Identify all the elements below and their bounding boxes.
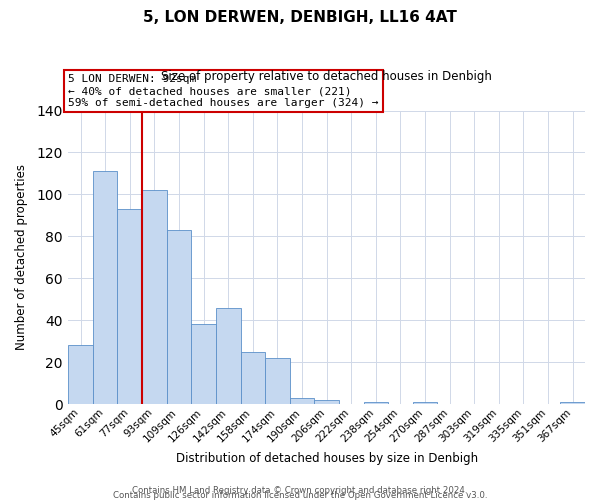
Bar [413,402,437,404]
Text: 5 LON DERWEN: 92sqm
← 40% of detached houses are smaller (221)
59% of semi-detac: 5 LON DERWEN: 92sqm ← 40% of detached ho… [68,74,379,108]
Bar [290,398,314,404]
Y-axis label: Number of detached properties: Number of detached properties [15,164,28,350]
Bar [68,346,93,404]
Bar [560,402,585,404]
Bar [142,190,167,404]
Title: Size of property relative to detached houses in Denbigh: Size of property relative to detached ho… [161,70,492,83]
Bar [364,402,388,404]
Text: Contains HM Land Registry data © Crown copyright and database right 2024.: Contains HM Land Registry data © Crown c… [132,486,468,495]
Bar [93,172,118,404]
Bar [216,308,241,404]
Bar [167,230,191,404]
Text: 5, LON DERWEN, DENBIGH, LL16 4AT: 5, LON DERWEN, DENBIGH, LL16 4AT [143,10,457,25]
X-axis label: Distribution of detached houses by size in Denbigh: Distribution of detached houses by size … [176,452,478,465]
Bar [314,400,339,404]
Bar [191,324,216,404]
Text: Contains public sector information licensed under the Open Government Licence v3: Contains public sector information licen… [113,491,487,500]
Bar [118,209,142,404]
Bar [241,352,265,404]
Bar [265,358,290,404]
